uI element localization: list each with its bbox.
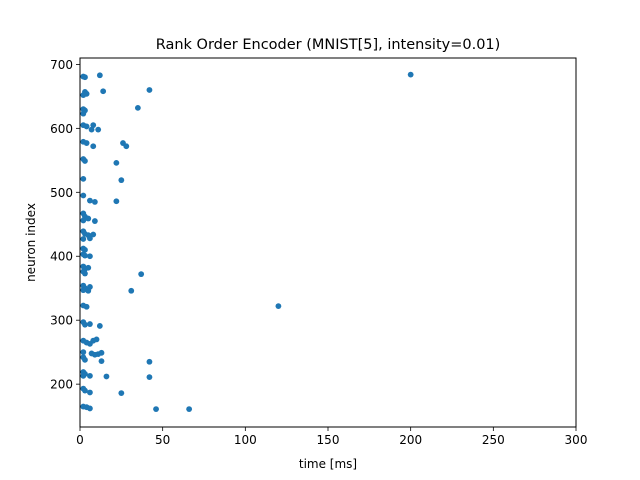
x-tick-label: 150 xyxy=(317,433,340,447)
x-tick-label: 300 xyxy=(565,433,588,447)
y-axis-label: neuron index xyxy=(24,203,38,282)
data-point xyxy=(87,405,93,412)
data-point xyxy=(407,71,414,78)
data-point xyxy=(146,358,153,365)
data-point xyxy=(90,231,97,238)
data-point xyxy=(96,323,103,329)
data-point xyxy=(80,92,87,98)
y-tick-label: 400 xyxy=(50,250,73,264)
data-point xyxy=(91,218,98,224)
data-point xyxy=(87,372,93,379)
y-tick-label: 200 xyxy=(50,378,73,392)
x-tick-label: 100 xyxy=(234,433,257,447)
data-point xyxy=(80,175,87,182)
data-point xyxy=(80,110,87,117)
y-tick-label: 300 xyxy=(50,314,73,328)
x-tick-label: 0 xyxy=(76,433,84,447)
data-point xyxy=(82,252,88,259)
data-point xyxy=(118,390,125,397)
data-point xyxy=(91,198,98,205)
data-point xyxy=(82,246,88,253)
data-point xyxy=(87,235,93,242)
data-point xyxy=(87,253,93,260)
data-point xyxy=(80,236,87,242)
data-point xyxy=(113,159,120,166)
data-point xyxy=(95,126,102,133)
data-point xyxy=(82,158,88,164)
data-point xyxy=(83,303,90,310)
y-tick-label: 600 xyxy=(50,122,73,136)
data-point xyxy=(118,177,125,184)
x-tick-label: 200 xyxy=(399,433,422,447)
data-point xyxy=(93,336,100,343)
data-point xyxy=(88,126,95,133)
data-point xyxy=(82,270,88,277)
data-point xyxy=(100,88,107,95)
points-layer xyxy=(80,71,414,412)
data-point xyxy=(103,373,110,380)
data-point xyxy=(90,143,97,150)
data-point xyxy=(138,271,145,278)
data-point xyxy=(80,192,87,199)
data-point xyxy=(113,198,120,205)
data-point xyxy=(80,217,87,224)
data-point xyxy=(82,321,88,328)
x-axis: 0 50 100 150 200 250 300 xyxy=(76,427,587,447)
data-point xyxy=(134,104,141,111)
data-point xyxy=(128,287,135,294)
data-point xyxy=(98,349,105,356)
data-point xyxy=(87,389,93,396)
data-point xyxy=(186,406,193,412)
data-point xyxy=(146,87,153,93)
data-point xyxy=(80,372,87,379)
data-point xyxy=(98,358,105,365)
data-point xyxy=(85,264,92,271)
data-point xyxy=(83,123,90,130)
y-tick-label: 700 xyxy=(50,58,73,72)
data-point xyxy=(123,143,130,150)
data-point xyxy=(82,74,88,81)
y-axis: 200 300 400 500 600 700 xyxy=(50,58,80,392)
data-point xyxy=(87,197,93,204)
data-point xyxy=(85,215,92,222)
data-point xyxy=(96,72,103,79)
data-point xyxy=(80,349,87,356)
chart-title: Rank Order Encoder (MNIST[5], intensity=… xyxy=(156,37,501,53)
data-point xyxy=(82,387,88,394)
y-tick-label: 500 xyxy=(50,186,73,200)
data-point xyxy=(90,122,97,129)
x-tick-label: 50 xyxy=(155,433,170,447)
data-point xyxy=(80,287,87,294)
data-point xyxy=(83,140,90,146)
data-point xyxy=(153,406,159,412)
x-tick-label: 250 xyxy=(482,433,505,447)
x-axis-label: time [ms] xyxy=(299,457,357,471)
data-point xyxy=(146,374,153,381)
data-point xyxy=(85,287,92,294)
data-point xyxy=(275,303,282,310)
data-point xyxy=(82,356,88,363)
data-point xyxy=(87,321,93,327)
